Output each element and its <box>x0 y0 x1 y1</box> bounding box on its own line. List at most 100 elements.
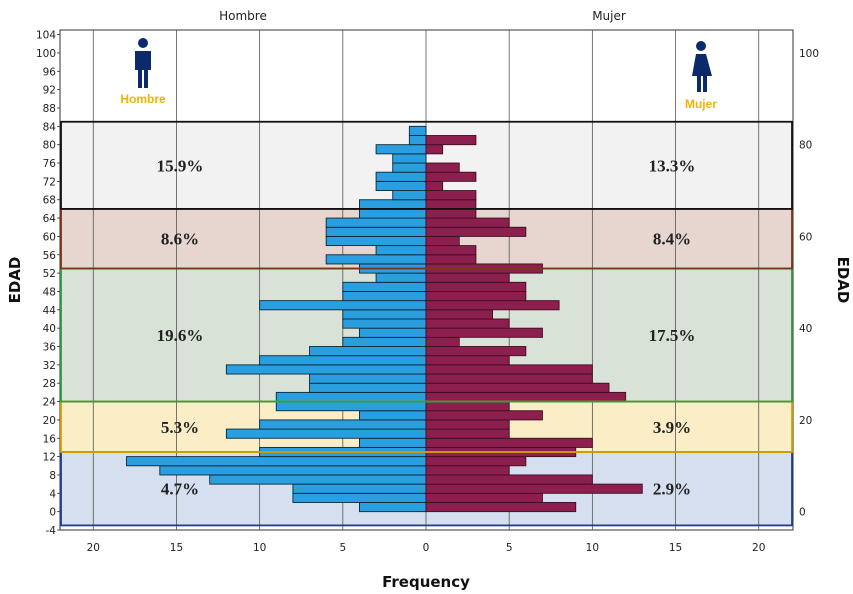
bar-mujer <box>425 318 510 329</box>
bar-hombre <box>342 336 427 347</box>
bar-hombre <box>209 474 427 485</box>
x-tick: 20 <box>752 542 765 554</box>
band-pct-hombre: 15.9% <box>157 156 204 175</box>
bar-mujer <box>425 346 527 357</box>
bar-mujer <box>425 336 460 347</box>
y-tick-left: 60 <box>43 231 56 243</box>
band-pct-mujer: 3.9% <box>653 418 691 437</box>
x-tick: 20 <box>87 542 100 554</box>
bar-mujer <box>425 300 560 311</box>
bar-hombre <box>126 456 427 467</box>
bar-mujer <box>425 235 460 247</box>
bar-hombre <box>375 171 427 182</box>
bar-hombre <box>342 309 427 320</box>
y-axis-title-left: EDAD <box>6 257 24 304</box>
bar-hombre <box>325 254 427 265</box>
legend-label-hombre: Hombre <box>120 92 166 106</box>
x-axis-title: Frequency <box>382 573 470 591</box>
bar-hombre <box>392 162 427 173</box>
y-tick-left: 0 <box>49 507 56 519</box>
y-tick-left: 96 <box>43 66 57 78</box>
bar-hombre <box>225 364 427 375</box>
band-pct-hombre: 19.6% <box>157 326 204 345</box>
bar-mujer <box>425 291 527 302</box>
bar-hombre <box>259 419 427 430</box>
bar-hombre <box>359 410 427 421</box>
female-person-icon <box>696 41 706 51</box>
bar-mujer <box>425 382 610 393</box>
bar-hombre <box>325 235 427 247</box>
x-tick: 10 <box>586 542 599 554</box>
y-tick-left: 8 <box>49 470 56 482</box>
bar-hombre <box>342 291 427 302</box>
bar-mujer <box>425 437 593 448</box>
y-tick-left: 12 <box>43 452 56 464</box>
y-tick-left: 40 <box>43 323 56 335</box>
bar-hombre <box>292 492 427 503</box>
bar-mujer <box>425 474 593 485</box>
band-pct-hombre: 4.7% <box>161 480 199 499</box>
y-tick-left: -4 <box>46 525 57 537</box>
bar-mujer <box>425 190 477 201</box>
y-tick-right: 60 <box>799 231 812 243</box>
bar-hombre <box>359 327 427 338</box>
bar-mujer <box>425 492 543 503</box>
y-tick-left: 44 <box>43 305 57 317</box>
bar-hombre <box>325 217 427 228</box>
band-pct-mujer: 17.5% <box>649 326 696 345</box>
y-tick-right: 20 <box>799 415 812 427</box>
x-tick: 10 <box>253 542 266 554</box>
y-tick-left: 88 <box>43 103 56 115</box>
y-tick-left: 56 <box>43 250 57 262</box>
bar-mujer <box>425 199 477 210</box>
bar-hombre <box>259 300 427 311</box>
y-tick-left: 80 <box>43 140 56 152</box>
bar-mujer <box>425 226 527 237</box>
bar-mujer <box>425 135 477 146</box>
y-tick-left: 28 <box>43 378 56 390</box>
bar-mujer <box>425 428 510 439</box>
bar-hombre <box>392 153 427 164</box>
bar-hombre <box>375 272 427 283</box>
y-tick-right: 40 <box>799 323 812 335</box>
bar-mujer <box>425 456 527 467</box>
bar-hombre <box>159 465 427 476</box>
bar-mujer <box>425 502 577 513</box>
bar-hombre <box>342 281 427 292</box>
y-tick-right: 100 <box>799 48 819 60</box>
y-tick-left: 68 <box>43 195 56 207</box>
bar-hombre <box>408 135 427 146</box>
y-tick-left: 4 <box>49 488 56 500</box>
bar-mujer <box>425 180 444 192</box>
y-tick-left: 104 <box>36 30 56 42</box>
x-tick: 5 <box>339 542 346 554</box>
bar-hombre <box>359 199 427 210</box>
bar-hombre <box>275 391 427 403</box>
y-tick-left: 36 <box>43 342 57 354</box>
x-tick: 5 <box>506 542 513 554</box>
y-tick-left: 92 <box>43 85 56 97</box>
male-person-icon <box>138 38 148 48</box>
bar-hombre <box>392 190 427 201</box>
bar-mujer <box>425 364 593 375</box>
bar-hombre <box>292 483 427 494</box>
bar-hombre <box>359 502 427 513</box>
y-tick-left: 72 <box>43 176 56 188</box>
age-band-border-4 <box>60 120 793 210</box>
band-pct-mujer: 8.4% <box>653 230 691 249</box>
bar-mujer <box>425 217 510 228</box>
band-pct-hombre: 5.3% <box>161 418 199 437</box>
band-pct-mujer: 2.9% <box>653 480 691 499</box>
male-person-icon <box>135 51 151 88</box>
x-tick: 15 <box>170 542 183 554</box>
band-pct-mujer: 13.3% <box>649 156 696 175</box>
panel-header-hombre: Hombre <box>219 9 267 23</box>
y-tick-left: 64 <box>43 213 57 225</box>
y-tick-right: 80 <box>799 140 812 152</box>
y-tick-left: 32 <box>43 360 56 372</box>
female-person-icon <box>692 54 712 92</box>
bar-mujer <box>425 162 460 173</box>
bar-hombre <box>275 401 427 412</box>
legend-label-mujer: Mujer <box>685 97 717 111</box>
